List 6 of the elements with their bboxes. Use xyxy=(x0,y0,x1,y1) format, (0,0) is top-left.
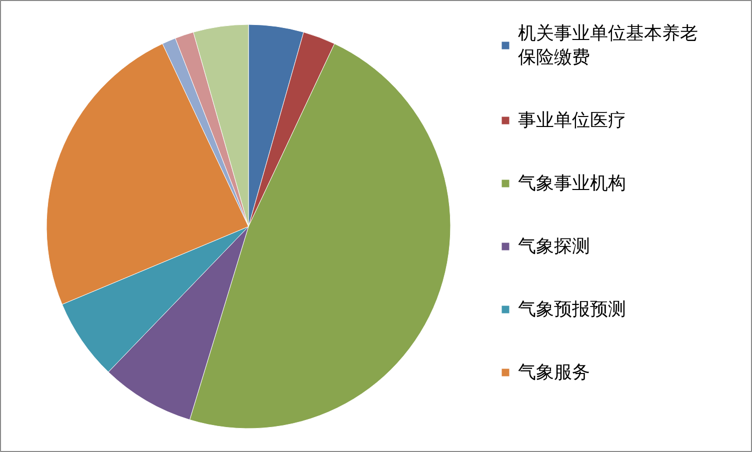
legend-label: 事业单位医疗 xyxy=(518,109,626,132)
legend-label: 气象预报预测 xyxy=(518,298,626,321)
legend-label: 气象探测 xyxy=(518,235,590,258)
legend-label: 气象事业机构 xyxy=(518,172,626,195)
legend-label: 机关事业单位基本养老保险缴费 xyxy=(518,22,698,69)
legend-label: 气象服务 xyxy=(518,361,590,384)
